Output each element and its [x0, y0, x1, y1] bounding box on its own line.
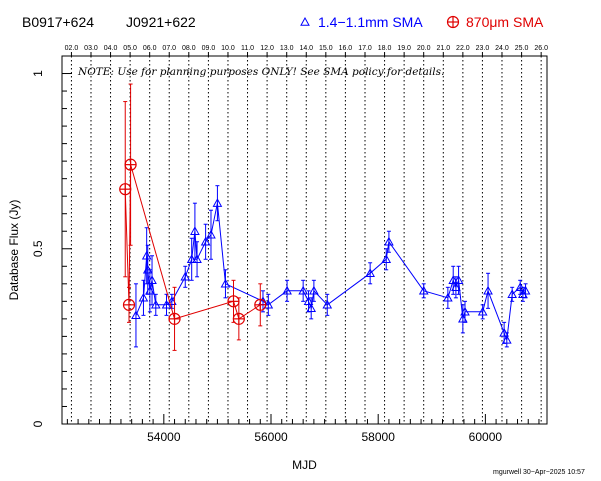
data-point	[384, 236, 394, 246]
year-tick-label: 04.0	[104, 45, 118, 52]
year-tick-label: 23.0	[476, 45, 490, 52]
data-point	[168, 312, 181, 325]
y-tick-label: 0	[31, 420, 45, 427]
year-tick-label: 25.0	[515, 45, 529, 52]
data-point	[190, 226, 200, 235]
data-point	[212, 198, 223, 207]
year-tick-label: 09.0	[202, 45, 216, 52]
source-name: B0917+624	[22, 14, 95, 30]
x-tick-label: 60000	[469, 430, 503, 444]
data-point	[483, 285, 493, 295]
y-tick-label: 0.5	[31, 240, 45, 257]
data-point	[451, 282, 461, 292]
year-tick-label: 19.0	[397, 45, 411, 52]
year-tick-label: 02.0	[65, 45, 79, 52]
axes: 54000 56000 58000 60000 0 0.5 1 MJD Database Flu…	[7, 55, 548, 472]
data-point	[141, 250, 152, 260]
legend-triangle-icon	[300, 16, 310, 26]
year-tick-label: 15.0	[319, 45, 333, 52]
data-series	[119, 83, 531, 351]
data-point	[477, 306, 488, 316]
data-point	[220, 278, 231, 288]
year-tick-label: 20.0	[417, 45, 431, 52]
year-tick-label: 08.0	[182, 45, 196, 52]
data-point	[381, 254, 392, 263]
x-tick-label: 56000	[254, 430, 288, 444]
data-point	[507, 289, 518, 299]
data-point	[460, 306, 470, 316]
year-tick-label: 03.0	[84, 45, 98, 52]
data-point	[306, 303, 317, 313]
data-point	[365, 268, 375, 277]
data-point	[180, 271, 191, 281]
series-870um	[119, 83, 267, 351]
data-point	[501, 334, 512, 344]
data-point	[150, 299, 161, 309]
legend-markers	[300, 15, 460, 29]
year-tick-label: 06.0	[143, 45, 157, 52]
year-tick-label: 18.0	[378, 45, 392, 52]
planning-note: NOTE: Use for planning purposes ONLY! Se…	[78, 66, 445, 78]
data-point	[206, 229, 216, 239]
data-point	[138, 292, 149, 302]
top-year-axis: 02.0 03.0 04.0 05.0 06.0 07.0 08.0 09.0 10.0 11.0…	[65, 45, 548, 56]
data-point	[282, 285, 292, 295]
year-tick-label: 24.0	[495, 45, 509, 52]
year-tick-label: 05.0	[123, 45, 137, 52]
data-point	[122, 298, 136, 311]
y-axis-label: Database Flux (Jy)	[7, 200, 21, 301]
year-tick-label: 12.0	[260, 45, 274, 52]
legend-label-1mm: 1.4−1.1mm SMA	[318, 14, 423, 30]
year-tick-label: 10.0	[221, 45, 235, 52]
data-point	[520, 285, 531, 295]
footer-credit: mgurwell 30−Apr−2025 10:57	[493, 469, 585, 476]
data-point	[254, 298, 267, 311]
series-870um-line	[124, 164, 261, 320]
year-tick-label: 22.0	[456, 45, 470, 52]
data-point	[119, 183, 132, 196]
plot-frame	[61, 55, 548, 425]
year-tick-label: 17.0	[358, 45, 372, 52]
data-point	[232, 312, 245, 325]
legend-label-870um: 870μm SMA	[466, 14, 544, 30]
data-point	[448, 275, 459, 285]
x-axis-label: MJD	[292, 458, 317, 472]
data-point	[131, 310, 141, 320]
data-point	[443, 292, 453, 302]
x-tick-label: 58000	[362, 430, 396, 444]
year-tick-label: 11.0	[241, 45, 254, 52]
data-point	[124, 158, 137, 171]
alternate-name: J0921+622	[126, 14, 196, 30]
data-point	[303, 296, 314, 306]
data-point	[418, 285, 429, 295]
year-gridlines	[70, 56, 542, 424]
data-point	[200, 236, 211, 246]
data-point	[309, 285, 319, 295]
legend-circle-cross-icon	[446, 15, 460, 29]
year-tick-label: 13.0	[280, 45, 294, 52]
data-point	[192, 254, 202, 263]
data-point	[298, 285, 309, 295]
year-tick-label: 26.0	[534, 45, 548, 52]
data-point	[322, 299, 333, 309]
series-1mm	[131, 185, 531, 348]
data-point	[453, 275, 464, 285]
y-tick-label: 1	[31, 70, 45, 77]
x-tick-label: 54000	[147, 430, 181, 444]
year-tick-label: 21.0	[436, 45, 450, 52]
data-point	[147, 275, 157, 285]
year-tick-label: 16.0	[339, 45, 353, 52]
year-tick-label: 14.0	[299, 45, 313, 52]
year-tick-label: 07.0	[162, 45, 176, 52]
